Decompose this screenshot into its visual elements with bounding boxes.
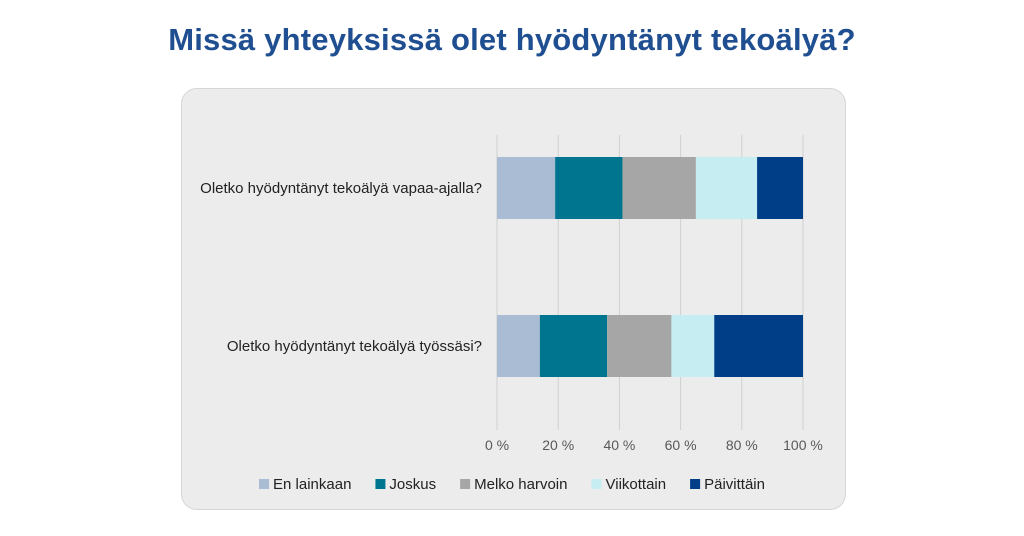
category-labels: Oletko hyödyntänyt tekoälyä vapaa-ajalla… <box>200 180 482 355</box>
bar-segment <box>757 157 803 219</box>
category-label: Oletko hyödyntänyt tekoälyä vapaa-ajalla… <box>200 180 482 197</box>
legend-label: Päivittäin <box>704 476 765 493</box>
legend-swatch <box>460 479 471 489</box>
legend-swatch <box>591 479 602 489</box>
bar-segment <box>622 157 696 219</box>
legend-label: Joskus <box>389 476 436 493</box>
bar-segment <box>695 157 758 219</box>
bar-segment <box>714 315 803 377</box>
category-label: Oletko hyödyntänyt tekoälyä työssäsi? <box>227 338 482 355</box>
legend-label: En lainkaan <box>273 476 351 493</box>
x-tick-labels: 0 % 20 % 40 % 60 % 80 % 100 % <box>485 437 823 453</box>
chart-title: Missä yhteyksissä olet hyödyntänyt tekoä… <box>168 22 856 57</box>
x-tick-label: 20 % <box>542 437 574 453</box>
bar-segment <box>555 157 623 219</box>
bar-segment <box>497 157 556 219</box>
bars <box>497 157 803 377</box>
legend-swatch <box>375 479 386 489</box>
x-tick-label: 0 % <box>485 437 509 453</box>
x-tick-label: 60 % <box>665 437 697 453</box>
bar-segment <box>671 315 715 377</box>
legend-label: Melko harvoin <box>474 476 567 493</box>
legend-swatch <box>259 479 270 489</box>
legend-label: Viikottain <box>606 476 667 493</box>
x-tick-label: 80 % <box>726 437 758 453</box>
bar-segment <box>497 315 540 377</box>
bar-segment <box>539 315 608 377</box>
bar-segment <box>607 315 672 377</box>
x-tick-label: 40 % <box>603 437 635 453</box>
x-tick-label: 100 % <box>783 437 823 453</box>
legend: En lainkaan Joskus Melko harvoin Viikottain… <box>259 476 765 493</box>
legend-swatch <box>690 479 701 489</box>
